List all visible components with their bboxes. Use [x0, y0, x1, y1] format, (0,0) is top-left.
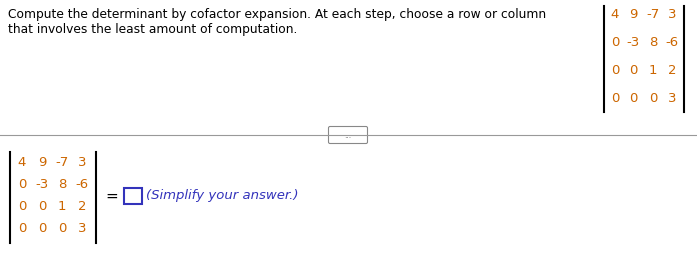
Text: 0: 0 — [18, 222, 26, 235]
FancyBboxPatch shape — [328, 127, 367, 144]
Text: 3: 3 — [668, 8, 676, 21]
Bar — [124, 188, 142, 204]
Text: Compute the determinant by cofactor expansion. At each step, choose a row or col: Compute the determinant by cofactor expa… — [8, 8, 546, 21]
Text: 0: 0 — [611, 36, 619, 49]
Text: -7: -7 — [55, 156, 68, 169]
Text: 2: 2 — [78, 201, 86, 214]
Text: 4: 4 — [611, 8, 619, 21]
Text: (Simplify your answer.): (Simplify your answer.) — [146, 189, 298, 202]
Text: 0: 0 — [58, 222, 66, 235]
Text: 3: 3 — [78, 156, 86, 169]
Text: 0: 0 — [629, 63, 637, 76]
Text: 0: 0 — [18, 201, 26, 214]
Text: that involves the least amount of computation.: that involves the least amount of comput… — [8, 23, 298, 36]
Text: 8: 8 — [649, 36, 657, 49]
Text: 0: 0 — [38, 222, 46, 235]
Text: 2: 2 — [668, 63, 676, 76]
Text: =: = — [106, 189, 118, 204]
Text: -7: -7 — [646, 8, 659, 21]
Text: 1: 1 — [58, 201, 66, 214]
Text: 0: 0 — [611, 63, 619, 76]
Text: 3: 3 — [668, 92, 676, 105]
Text: -6: -6 — [75, 179, 89, 192]
Text: 9: 9 — [38, 156, 46, 169]
Text: 0: 0 — [649, 92, 657, 105]
Text: 8: 8 — [58, 179, 66, 192]
Text: 9: 9 — [629, 8, 637, 21]
Text: 4: 4 — [18, 156, 26, 169]
Text: 0: 0 — [38, 201, 46, 214]
Text: -3: -3 — [627, 36, 640, 49]
Text: 0: 0 — [611, 92, 619, 105]
Text: -3: -3 — [36, 179, 49, 192]
Text: 3: 3 — [78, 222, 86, 235]
Text: -6: -6 — [666, 36, 679, 49]
Text: 0: 0 — [18, 179, 26, 192]
Text: 0: 0 — [629, 92, 637, 105]
Text: 1: 1 — [649, 63, 657, 76]
Text: ...: ... — [344, 131, 351, 140]
